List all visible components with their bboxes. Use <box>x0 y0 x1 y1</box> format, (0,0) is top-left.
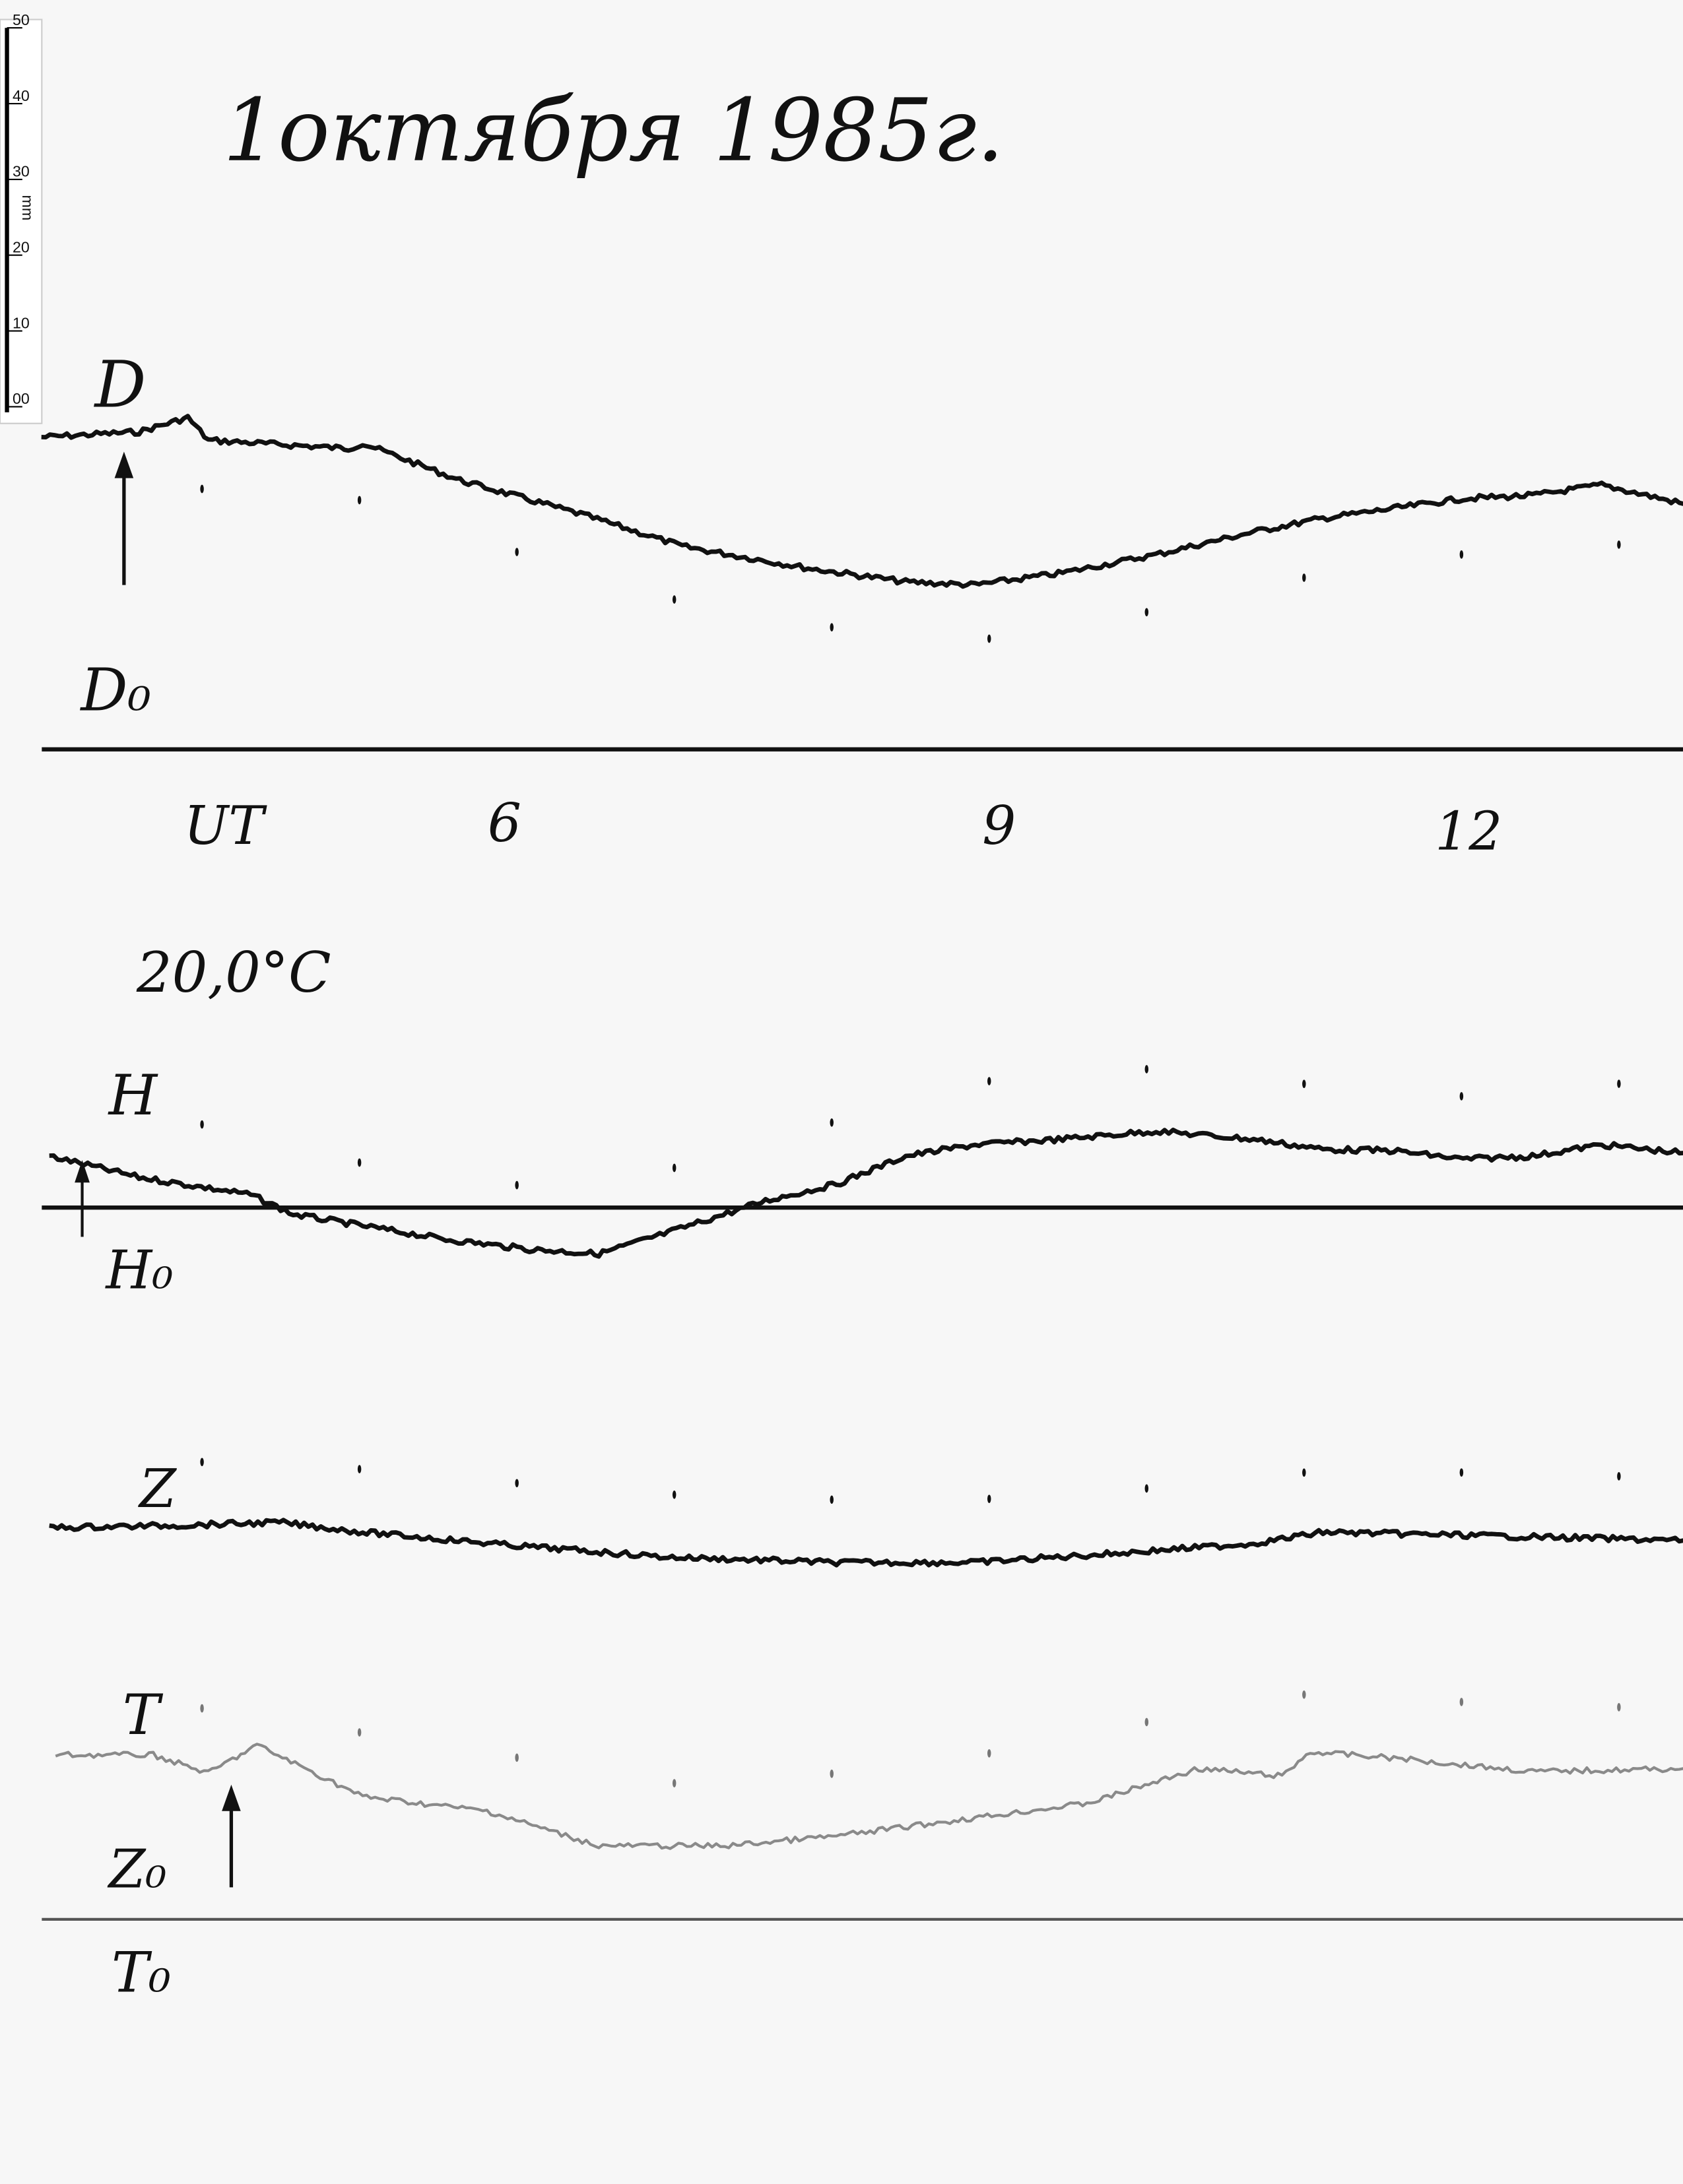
hour-mark-Z <box>200 1458 204 1467</box>
hour-mark-D <box>1617 540 1621 549</box>
hour-mark-T <box>515 1753 519 1762</box>
label-D0: D₀ <box>79 657 151 724</box>
hour-mark-T <box>1617 1703 1621 1712</box>
hour-mark-H <box>357 1158 362 1167</box>
hour-mark-H <box>1617 1079 1621 1088</box>
hour-mark-H <box>672 1163 676 1172</box>
hour-mark-Z <box>1144 1484 1149 1493</box>
hour-mark-T <box>1302 1690 1306 1699</box>
trace-Z <box>49 1518 1683 1568</box>
hour-mark-D <box>672 595 676 604</box>
label-Z0: Z₀ <box>107 1838 167 1900</box>
hour-mark-T <box>200 1704 204 1713</box>
hour-mark-H <box>987 1077 991 1085</box>
label-H: H <box>108 1063 158 1128</box>
hour-mark-H <box>1144 1065 1149 1074</box>
hour-mark-Z <box>672 1490 676 1499</box>
x-tick-9: 9 <box>982 795 1016 856</box>
hour-mark-Z <box>987 1494 991 1503</box>
label-T0: T₀ <box>112 1941 171 2005</box>
hour-mark-H <box>515 1180 519 1190</box>
arrow-icon <box>114 451 134 585</box>
scale-tick-label: 40 <box>13 87 30 104</box>
hour-mark-T <box>1459 1698 1464 1706</box>
hour-mark-H <box>1302 1079 1306 1089</box>
label-D: D <box>94 347 147 422</box>
label-H0: H₀ <box>104 1240 173 1301</box>
hour-mark-H <box>1459 1092 1464 1101</box>
scale-tick-label: 30 <box>13 163 30 180</box>
hour-mark-D <box>200 484 204 494</box>
hour-mark-Z <box>515 1479 519 1488</box>
hour-mark-D <box>1459 550 1464 559</box>
hour-mark-Z <box>1617 1472 1621 1481</box>
label-Z: Z <box>137 1458 177 1520</box>
hour-mark-Z <box>830 1495 834 1504</box>
hour-mark-D <box>515 548 519 556</box>
hour-mark-T <box>672 1779 676 1787</box>
hour-mark-D <box>1302 573 1306 582</box>
scale-tick-label: 50 <box>13 11 30 28</box>
hour-mark-D <box>830 623 834 632</box>
mm-scale-bar: 00 10 20 30 40 50 mm <box>0 11 43 424</box>
hour-mark-T <box>830 1769 834 1778</box>
hour-mark-Z <box>1459 1468 1464 1477</box>
arrow-icon <box>75 1160 90 1237</box>
scale-tick-label: 00 <box>13 390 30 407</box>
hour-mark-H <box>200 1120 204 1129</box>
hour-mark-T <box>987 1749 991 1758</box>
scale-tick-label: 10 <box>13 314 30 331</box>
scale-unit: mm <box>19 195 36 221</box>
hour-mark-D <box>1144 608 1149 617</box>
trace-D <box>41 414 1683 589</box>
label-UT: UT <box>184 795 268 856</box>
hour-mark-T <box>1144 1718 1149 1727</box>
scale-tick-label: 20 <box>13 239 30 256</box>
temperature-label: 20,0°C <box>136 940 331 1005</box>
hour-mark-D <box>987 634 991 643</box>
arrow-icon <box>222 1784 241 1888</box>
hour-mark-Z <box>357 1465 362 1473</box>
hour-mark-Z <box>1302 1468 1306 1477</box>
trace-H <box>49 1128 1683 1259</box>
hour-mark-H <box>830 1118 834 1127</box>
chart-title: 1октября 1985г. <box>223 80 1005 181</box>
x-tick-6: 6 <box>488 792 521 854</box>
x-tick-12: 12 <box>1435 801 1502 862</box>
hour-mark-T <box>357 1728 362 1737</box>
trace-T <box>55 1743 1683 1850</box>
hour-mark-D <box>357 496 362 505</box>
label-T: T <box>123 1683 164 1747</box>
